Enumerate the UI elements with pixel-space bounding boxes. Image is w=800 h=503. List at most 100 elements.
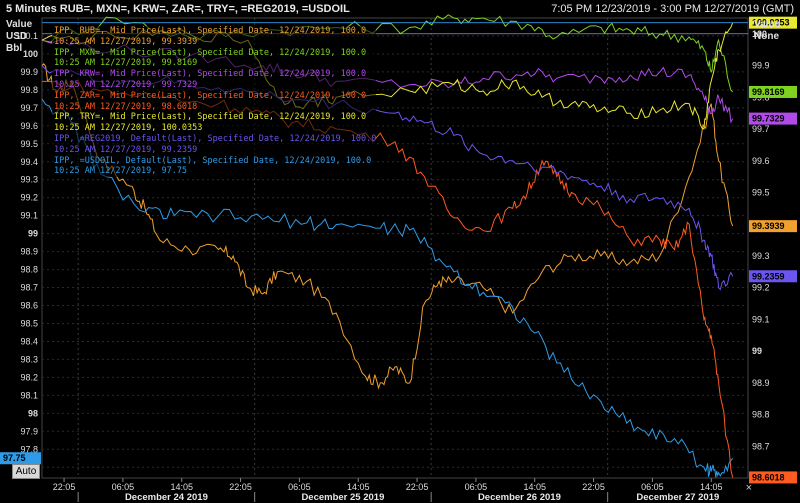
left-axis-tick-label: 99.9 bbox=[20, 67, 38, 77]
chart-title: 5 Minutes RUB=, MXN=, KRW=, ZAR=, TRY=, … bbox=[6, 3, 350, 15]
legend-value-zar: 10:25 AM 12/27/2019, 98.6018 bbox=[52, 101, 377, 113]
legend-text: 10:25 AM 12/27/2019, 99.2359 bbox=[54, 144, 198, 155]
legend-text: 10:25 AM 12/27/2019, 99.3939 bbox=[54, 36, 198, 47]
value-tag-label: 99.3939 bbox=[752, 221, 785, 231]
left-axis-tick-label: 99.2 bbox=[20, 193, 38, 203]
x-tick-label: 06:05 bbox=[112, 482, 135, 492]
value-tag-label: 99.7329 bbox=[752, 114, 785, 124]
left-axis-tick-label: 99.5 bbox=[20, 139, 38, 149]
right-axis-tick-label: 99.9 bbox=[752, 61, 770, 71]
x-day-label: December 26 2019 bbox=[478, 492, 561, 503]
right-axis-tick-label: 98.7 bbox=[752, 441, 770, 451]
left-axis-tick-label: 98.7 bbox=[20, 283, 38, 293]
x-tick-label: 14:05 bbox=[523, 482, 546, 492]
legend-text: 10:25 AM 12/27/2019, 97.75 bbox=[54, 166, 188, 177]
x-tick-label: 14:05 bbox=[700, 482, 723, 492]
legend-item-krw[interactable]: IPP, KRW=, Mid Price(Last), Specified Da… bbox=[52, 69, 377, 80]
legend-text: 10:25 AM 12/27/2019, 99.8169 bbox=[54, 58, 198, 69]
left-axis-tick-label: 98.2 bbox=[20, 372, 38, 382]
left-axis-tick-label: 98.6 bbox=[20, 301, 38, 311]
legend-value-rub: 10:25 AM 12/27/2019, 99.3939 bbox=[52, 36, 377, 48]
chart-legend: IPP, RUB=, Mid Price(Last), Specified Da… bbox=[52, 26, 377, 178]
x-tick-label: 06:05 bbox=[465, 482, 488, 492]
left-axis-tick-label: 97.8 bbox=[20, 444, 38, 454]
left-axis-header-line: Value bbox=[6, 19, 33, 30]
x-tick-label: 22:05 bbox=[229, 482, 252, 492]
legend-item-mxn[interactable]: IPP, MXN=, Mid Price(Last), Specified Da… bbox=[52, 47, 377, 59]
right-axis-tick-label: 99.3 bbox=[752, 251, 770, 261]
left-axis-tick-label: 99.3 bbox=[20, 175, 38, 185]
x-tick-label: 22:05 bbox=[582, 482, 605, 492]
value-tag-label: 99.8169 bbox=[752, 87, 785, 97]
x-tick-label: 14:05 bbox=[347, 482, 370, 492]
left-axis-tick-label: 98.5 bbox=[20, 318, 38, 328]
x-day-label: December 25 2019 bbox=[301, 492, 384, 503]
legend-value-krw: 10:25 AM 12/27/2019, 99.7329 bbox=[52, 79, 377, 91]
time-range: 7:05 PM 12/23/2019 - 3:00 PM 12/27/2019 … bbox=[551, 3, 794, 15]
left-axis-header-line: USD bbox=[6, 31, 28, 42]
legend-text: IPP, =USDOIL, Default(Last), Specified D… bbox=[54, 155, 372, 166]
left-axis-tick-label: 98.3 bbox=[20, 354, 38, 364]
left-axis-header: Value USD Bbl bbox=[6, 19, 32, 55]
right-axis-tick-label: 99.1 bbox=[752, 314, 770, 324]
x-day-label: December 27 2019 bbox=[636, 492, 719, 503]
left-axis-tick-label: 99.4 bbox=[20, 157, 38, 167]
legend-text: IPP, ZAR=, Mid Price(Last), Specified Da… bbox=[54, 90, 367, 101]
legend-text: 10:25 AM 12/27/2019, 100.0353 bbox=[54, 123, 203, 134]
legend-item-zar[interactable]: IPP, ZAR=, Mid Price(Last), Specified Da… bbox=[52, 90, 377, 102]
series-line bbox=[41, 98, 734, 478]
legend-text: IPP, RUB=, Mid Price(Last), Specified Da… bbox=[54, 26, 367, 36]
series-line bbox=[41, 63, 734, 390]
legend-text: IPP, KRW=, Mid Price(Last), Specified Da… bbox=[54, 69, 367, 80]
right-axis-header: Value None bbox=[754, 19, 780, 43]
left-axis-tick-label: 98.9 bbox=[20, 247, 38, 257]
right-axis-header-line: None bbox=[754, 31, 779, 42]
value-tag bbox=[749, 270, 797, 283]
x-tick-label: 22:05 bbox=[406, 482, 429, 492]
value-tag bbox=[749, 471, 797, 484]
right-axis-tick-label: 99 bbox=[752, 346, 762, 356]
left-axis-tick-label: 99.6 bbox=[20, 121, 38, 131]
value-tag-label: 98.6018 bbox=[752, 472, 785, 482]
x-tick-label: 22:05 bbox=[53, 482, 76, 492]
value-tag-label: 100.0353 bbox=[752, 18, 790, 28]
close-icon[interactable] bbox=[746, 482, 752, 494]
left-axis-tick-label: 100 bbox=[23, 49, 38, 59]
legend-value-mxn: 10:25 AM 12/27/2019, 99.8169 bbox=[52, 58, 377, 70]
right-axis-tick-label: 100 bbox=[752, 29, 767, 39]
legend-item-reg2019[interactable]: IPP, =REG2019, Default(Last), Specified … bbox=[52, 133, 377, 145]
legend-text: IPP, =REG2019, Default(Last), Specified … bbox=[54, 133, 377, 144]
value-tag bbox=[749, 220, 797, 233]
right-axis-tick-label: 99.7 bbox=[752, 124, 770, 134]
value-tag bbox=[0, 452, 41, 465]
x-day-label: December 24 2019 bbox=[125, 492, 208, 503]
legend-item-usdoil[interactable]: IPP, =USDOIL, Default(Last), Specified D… bbox=[52, 155, 377, 167]
left-axis-tick-label: 98.8 bbox=[20, 265, 38, 275]
left-axis-tick-label: 99.7 bbox=[20, 103, 38, 113]
x-tick-label: 14:05 bbox=[170, 482, 193, 492]
left-axis-tick-label: 100.1 bbox=[15, 31, 38, 41]
right-axis-tick-label: 99.6 bbox=[752, 156, 770, 166]
right-axis-tick-label: 98.8 bbox=[752, 410, 770, 420]
legend-text: 10:25 AM 12/27/2019, 98.6018 bbox=[54, 101, 198, 112]
x-tick-label: 06:05 bbox=[288, 482, 311, 492]
legend-text: IPP, TRY=, Mid Price(Last), Specified Da… bbox=[54, 112, 367, 123]
left-axis-tick-label: 99.1 bbox=[20, 211, 38, 221]
auto-scale-button[interactable]: Auto bbox=[12, 464, 40, 479]
left-axis-tick-label: 98.4 bbox=[20, 336, 38, 346]
right-axis-tick-label: 98.9 bbox=[752, 378, 770, 388]
value-tag-label: 99.2359 bbox=[752, 271, 785, 281]
left-axis-header-line: Bbl bbox=[6, 43, 23, 54]
legend-value-try: 10:25 AM 12/27/2019, 100.0353 bbox=[52, 123, 377, 134]
left-axis-tick-label: 98 bbox=[28, 408, 38, 418]
right-axis-tick-label: 99.5 bbox=[752, 187, 770, 197]
legend-item-rub[interactable]: IPP, RUB=, Mid Price(Last), Specified Da… bbox=[52, 26, 377, 37]
right-axis-tick-label: 99.2 bbox=[752, 283, 770, 293]
left-axis-tick-label: 99.8 bbox=[20, 85, 38, 95]
legend-item-try[interactable]: IPP, TRY=, Mid Price(Last), Specified Da… bbox=[52, 112, 377, 124]
legend-value-reg2019: 10:25 AM 12/27/2019, 99.2359 bbox=[52, 144, 377, 156]
value-tag bbox=[749, 85, 797, 98]
x-tick-label: 06:05 bbox=[641, 482, 664, 492]
value-tag bbox=[749, 16, 797, 29]
value-tag-label: 97.75 bbox=[3, 453, 26, 463]
